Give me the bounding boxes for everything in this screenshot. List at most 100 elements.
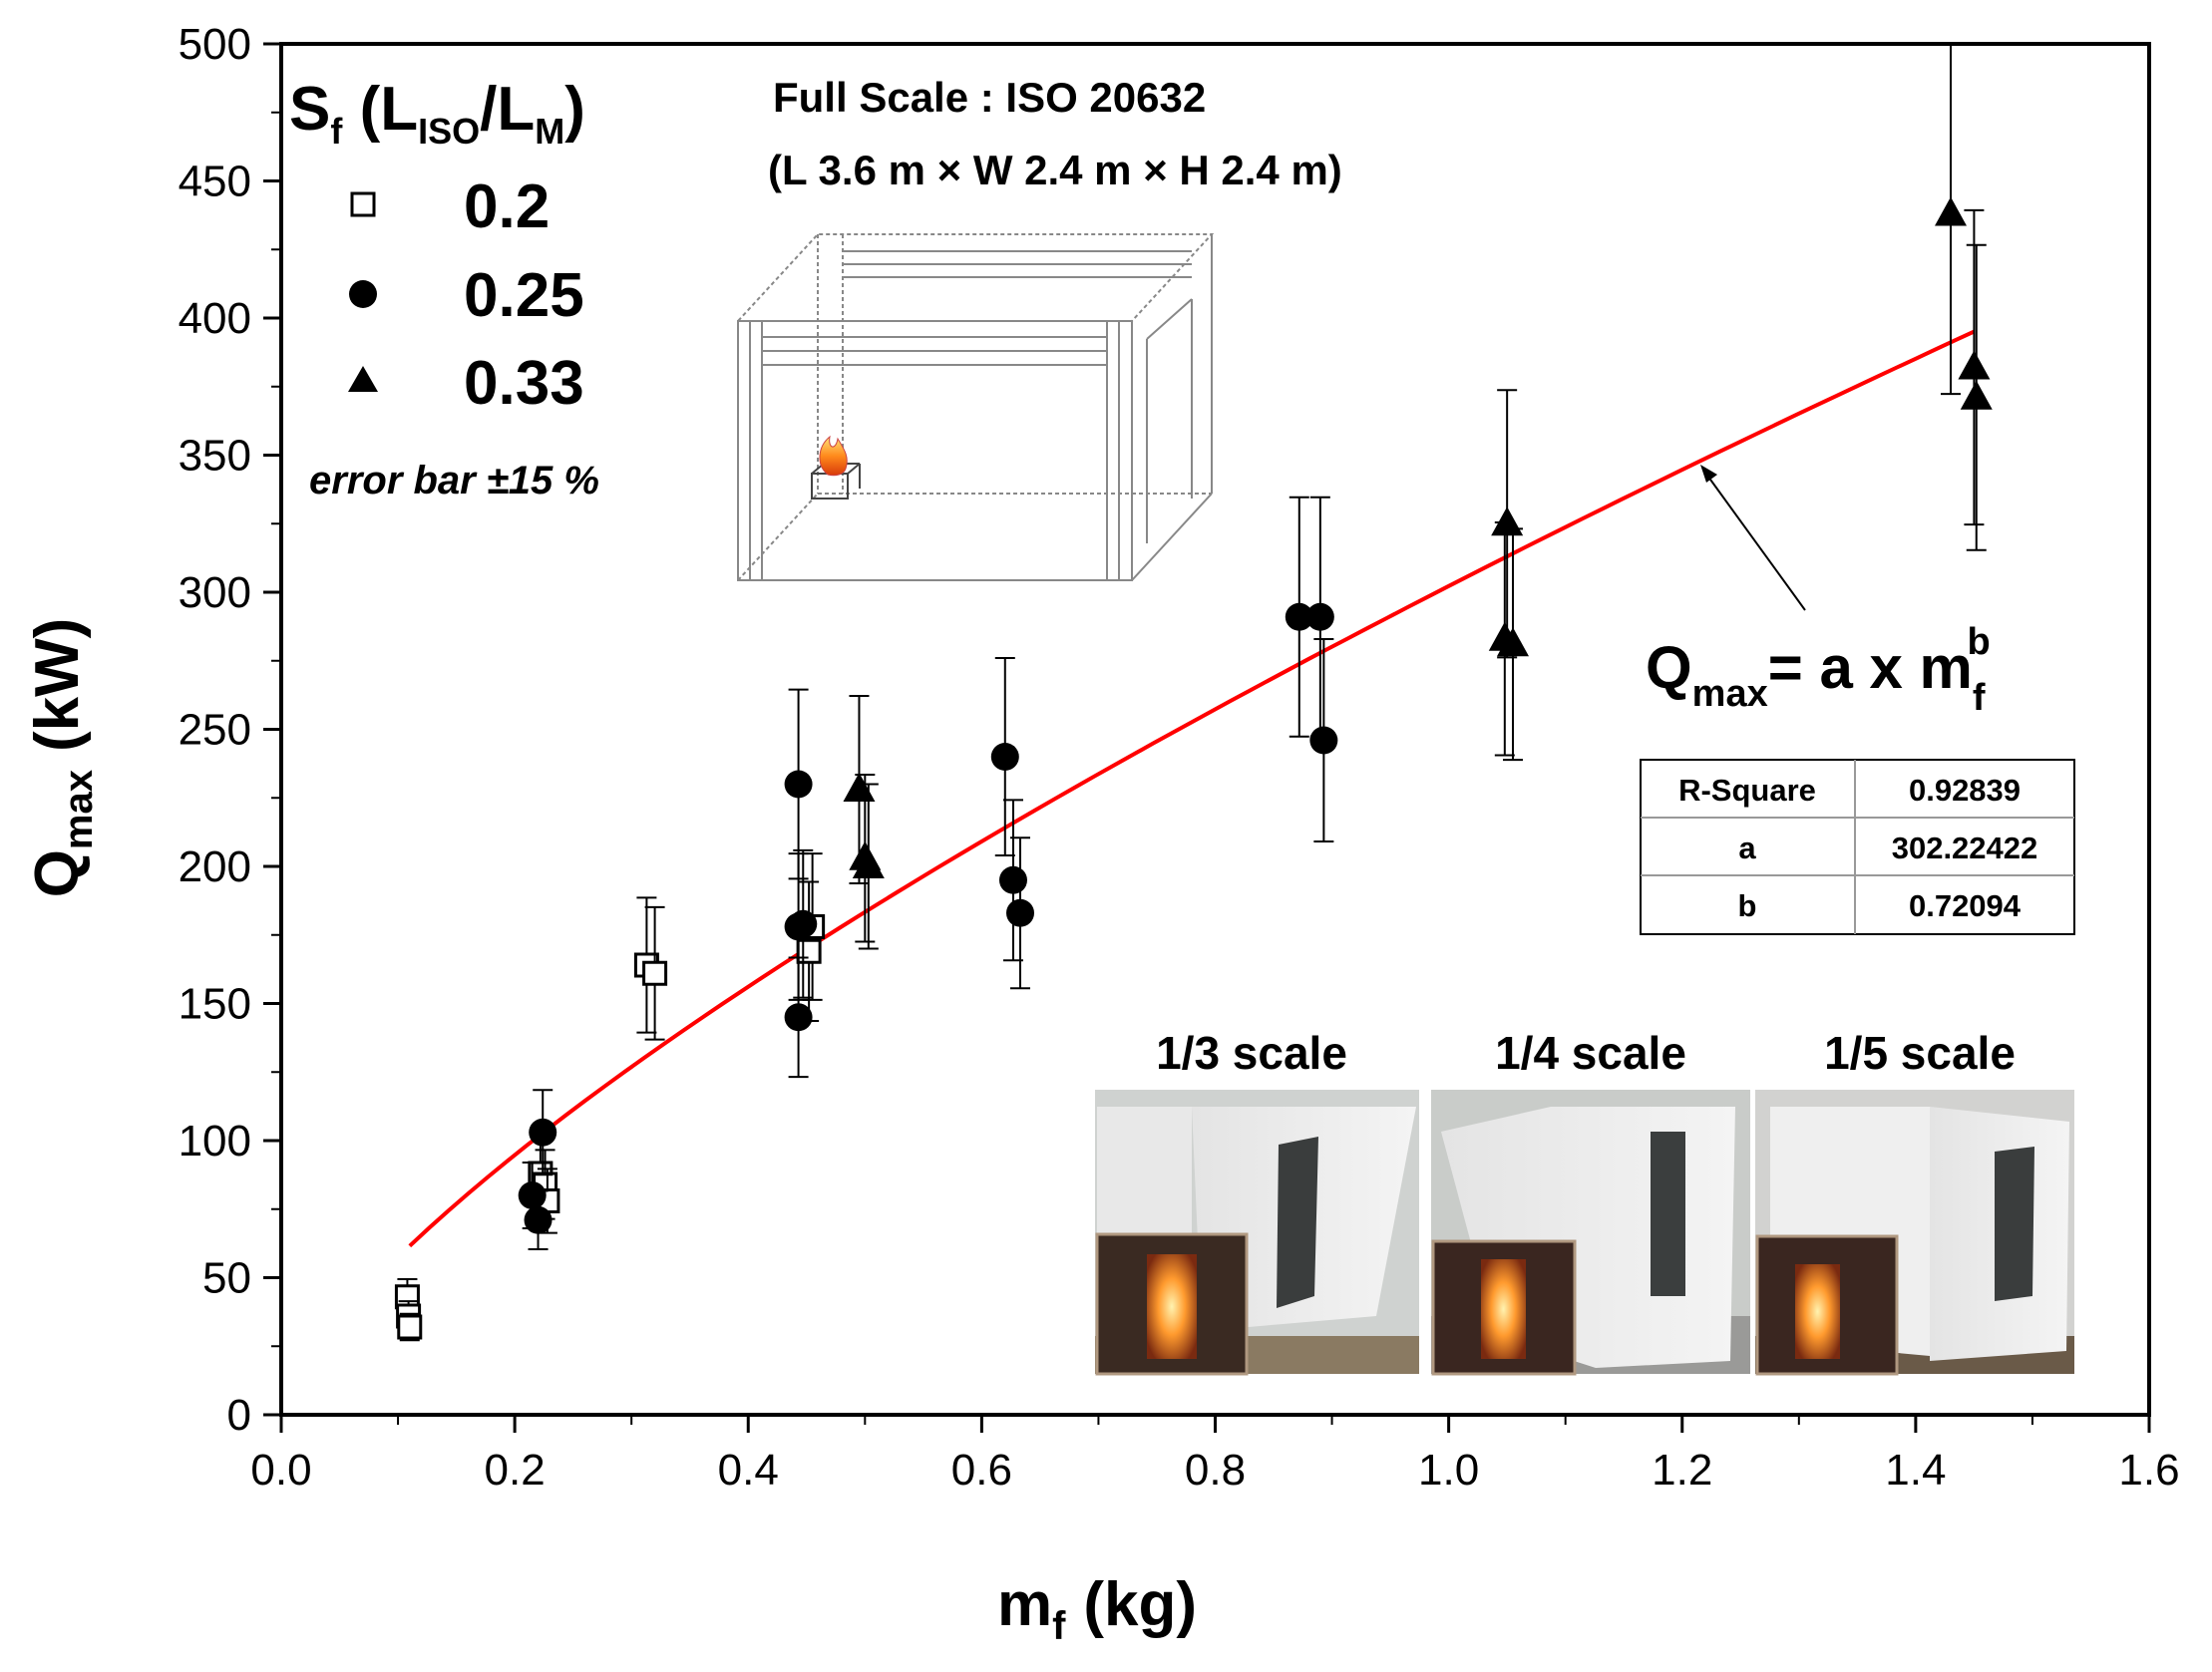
marker-circle	[529, 1118, 557, 1147]
eq-lhs-sub: max	[1692, 673, 1768, 715]
marker-triangle	[1491, 506, 1524, 536]
point-0.25-11	[1305, 496, 1334, 738]
marks-layer	[394, 44, 1993, 1342]
legend-title: Sf (LISO/LM)	[289, 75, 585, 152]
point-0.25-2	[529, 1089, 557, 1176]
y-tick-label: 50	[202, 1254, 251, 1303]
marker-square	[642, 960, 668, 986]
y-tick-label: 500	[179, 20, 251, 69]
x-tick-label: 0.8	[1185, 1446, 1246, 1495]
table-label-r-square: R-Square	[1678, 773, 1816, 808]
legend-title-sub-iso: ISO	[418, 111, 480, 152]
point-0.25-9	[1006, 836, 1035, 990]
table-value-a: 302.22422	[1892, 831, 2038, 865]
legend-marker-square	[350, 191, 376, 217]
x-tick-label: 0.0	[250, 1446, 311, 1495]
marker-triangle	[1960, 380, 1993, 410]
legend-title-slash: /L	[480, 75, 535, 144]
photo-label-1-3: 1/3 scale	[1156, 1027, 1347, 1079]
legend-marker-circle	[349, 280, 377, 308]
y-axis-unit: (kW)	[23, 618, 92, 752]
eq-rhs: = a x m	[1768, 634, 1973, 701]
legend-title-open: (L	[342, 75, 418, 144]
full-scale-line1: Full Scale : ISO 20632	[773, 74, 1206, 121]
marker-triangle	[1934, 196, 1967, 226]
point-0.25-5	[789, 848, 818, 999]
full-scale-line2: (L 3.6 m × W 2.4 m × H 2.4 m)	[768, 147, 1342, 193]
x-tick-label: 0.4	[718, 1446, 779, 1495]
x-tick-label: 1.4	[1885, 1446, 1946, 1495]
y-tick-label: 250	[179, 706, 251, 755]
point-0.33-5	[1497, 527, 1530, 762]
marker-triangle	[843, 773, 876, 802]
photo-label-1-4: 1/4 scale	[1495, 1027, 1686, 1079]
legend-title-close: )	[564, 75, 585, 144]
eq-rhs-sub: f	[1973, 677, 1986, 719]
point-0.25-12	[1309, 638, 1338, 842]
y-axis-symbol: Q	[23, 849, 92, 897]
legend-label-0.2: 0.2	[464, 172, 550, 241]
point-0.2-2	[397, 1312, 423, 1342]
point-0.33-3	[1491, 389, 1524, 659]
y-tick-label: 450	[179, 158, 251, 206]
marker-circle	[784, 770, 813, 799]
x-tick-label: 1.6	[2118, 1446, 2179, 1495]
marker-circle	[990, 743, 1019, 771]
marker-circle	[524, 1205, 553, 1234]
x-tick-label: 1.0	[1418, 1446, 1479, 1495]
fire-icon	[819, 435, 848, 477]
point-0.2-7	[642, 905, 668, 1041]
y-tick-label: 300	[179, 568, 251, 617]
eq-lhs: Q	[1646, 634, 1692, 701]
y-axis-subscript: max	[57, 770, 101, 849]
marker-triangle	[1958, 350, 1991, 380]
fit-table: R-Square 0.92839 a 302.22422 b 0.72094	[1640, 759, 2075, 935]
table-label-a: a	[1738, 831, 1756, 865]
y-tick-label: 200	[179, 842, 251, 891]
x-tick-label: 1.2	[1652, 1446, 1712, 1495]
photo-1-4-scale	[1431, 1090, 1750, 1376]
room-wireframe-illustration	[735, 233, 1215, 581]
marker-circle	[784, 1003, 813, 1032]
point-0.25-10	[1285, 496, 1313, 738]
legend-label-0.25: 0.25	[464, 261, 584, 330]
table-value-r-square: 0.92839	[1909, 773, 2021, 808]
point-0.33-6	[1934, 44, 1967, 396]
axis-ticks: 0.0 0.2 0.4 0.6 0.8 1.0 1.2 1.4 1.6 0 50 100 150 200 2…	[179, 20, 2180, 1495]
marker-circle	[1305, 602, 1334, 631]
marker-circle	[789, 909, 818, 938]
equation-arrow-head	[1700, 465, 1717, 483]
marker-triangle	[852, 849, 885, 878]
point-0.25-6	[784, 956, 813, 1079]
y-tick-label: 150	[179, 980, 251, 1029]
legend: Sf (LISO/LM) 0.2 0.25 0.33 error bar ±15…	[289, 75, 599, 502]
x-axis-subscript: f	[1052, 1604, 1066, 1648]
x-axis-title: mf (kg)	[997, 1570, 1197, 1648]
y-tick-label: 0	[227, 1391, 251, 1440]
y-tick-label: 350	[179, 432, 251, 481]
y-axis-title: Qmax (kW)	[23, 618, 101, 898]
point-0.33-7	[1958, 208, 1991, 526]
marker-square	[796, 938, 822, 964]
x-axis-unit: (kg)	[1083, 1570, 1197, 1639]
legend-title-s: S	[289, 75, 330, 144]
marker-circle	[998, 865, 1027, 894]
fit-layer	[408, 329, 1976, 1248]
eq-rhs-sup: b	[1968, 621, 1991, 663]
point-0.25-8	[998, 799, 1027, 962]
table-label-b: b	[1738, 888, 1757, 923]
legend-title-sub-m: M	[535, 111, 564, 152]
fit-equation: Qmax= a x mfb	[1646, 621, 1991, 719]
photo-label-1-5: 1/5 scale	[1824, 1027, 2016, 1079]
x-tick-label: 0.6	[951, 1446, 1012, 1495]
marker-circle	[518, 1181, 547, 1209]
marker-triangle	[1497, 627, 1530, 657]
fit-curve	[408, 329, 1976, 1248]
point-0.33-2	[852, 783, 885, 950]
x-tick-label: 0.2	[485, 1446, 546, 1495]
equation-arrow	[1704, 472, 1806, 611]
y-tick-label: 100	[179, 1117, 251, 1166]
point-0.25-1	[524, 1189, 553, 1251]
photo-1-5-scale	[1755, 1090, 2074, 1376]
